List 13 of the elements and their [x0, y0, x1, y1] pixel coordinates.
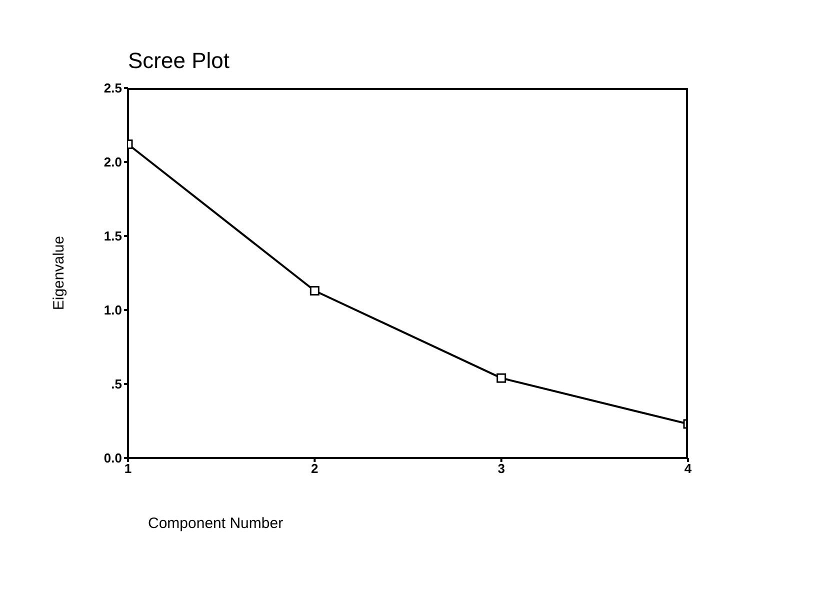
x-axis-title: Component Number: [148, 515, 284, 532]
chart-title: Scree Plot: [128, 48, 230, 74]
x-tick-label: 3: [498, 461, 505, 476]
y-tick-label: 0.0: [104, 450, 122, 466]
y-axis-title: Eigenvalue: [50, 236, 68, 310]
y-tick-label: 2.5: [104, 80, 122, 96]
y-tick-label: 2.0: [104, 154, 122, 170]
y-tick-label: 1.5: [104, 228, 122, 244]
x-tick-label: 2: [311, 461, 318, 476]
x-tick-label: 4: [684, 461, 692, 476]
y-tick-label: .5: [111, 376, 122, 392]
y-tick-label: 1.0: [104, 302, 122, 318]
x-tick-label: 1: [124, 461, 132, 476]
